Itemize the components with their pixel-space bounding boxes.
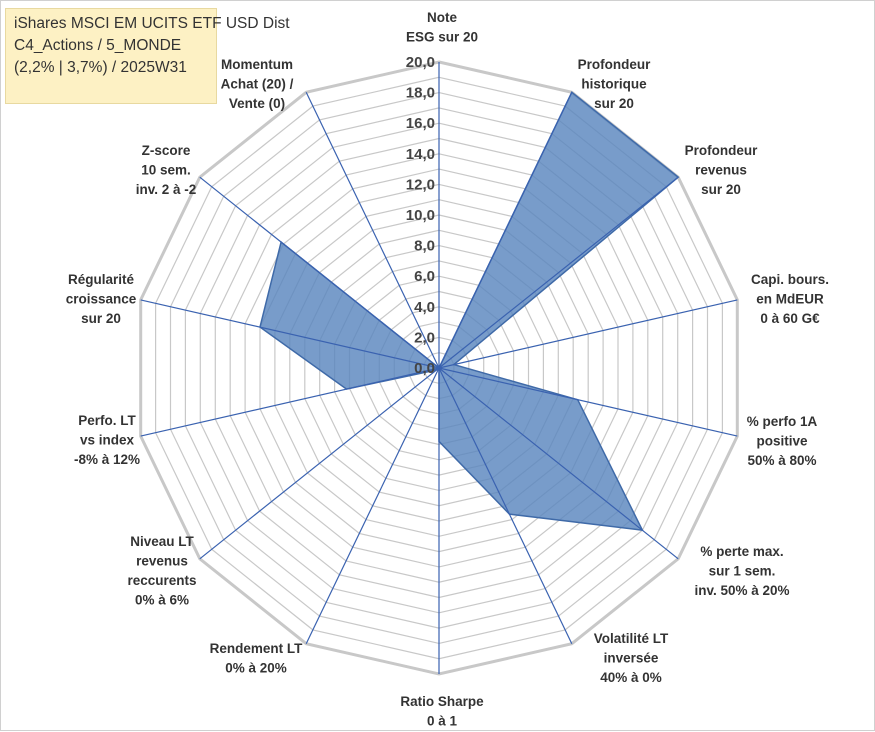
axis-label: Perfo. LT: [78, 413, 136, 428]
title-line-3: (2,2% | 3,7%) / 2025W31: [14, 59, 187, 76]
axis-label: 40% à 0%: [600, 670, 662, 685]
axis-label: reccurents: [127, 573, 196, 588]
axis-label: Profondeur: [578, 57, 651, 72]
axis-label: 50% à 80%: [747, 453, 816, 468]
axis-spoke: [140, 367, 440, 437]
axis-label: sur 20: [594, 96, 634, 111]
tick-label: 10,0: [406, 207, 435, 224]
tick-label: 12,0: [406, 176, 435, 193]
axis-label: Momentum: [221, 57, 293, 72]
axis-label: Z-score: [142, 143, 191, 158]
axis-spoke: [199, 176, 440, 369]
axis-label: % perte max.: [700, 544, 783, 559]
axis-spoke: [305, 92, 440, 369]
axis-label: inversée: [604, 651, 659, 666]
axis-label: 0% à 6%: [135, 593, 189, 608]
axis-label: Niveau LT: [130, 534, 194, 549]
axis-label: Volatilité LT: [594, 631, 669, 646]
tick-label: 14,0: [406, 146, 435, 163]
tick-label: 4,0: [414, 299, 435, 316]
axis-label: 0% à 20%: [225, 661, 287, 676]
title-box: iShares MSCI EM UCITS ETF USD Dist C4_Ac…: [5, 8, 290, 104]
axis-label: sur 1 sem.: [709, 564, 776, 579]
tick-label: 8,0: [414, 238, 435, 255]
axis-label: revenus: [695, 163, 747, 178]
axis-label: 0 à 1: [427, 714, 458, 729]
axis-label: sur 20: [81, 311, 121, 326]
axis-label: ESG sur 20: [406, 30, 478, 45]
axis-spoke: [438, 367, 573, 644]
axis-label: sur 20: [701, 182, 741, 197]
title-line-1: iShares MSCI EM UCITS ETF USD Dist: [14, 15, 290, 32]
axis-label: revenus: [136, 554, 188, 569]
axis-label: -8% à 12%: [74, 452, 140, 467]
axis-spoke: [438, 299, 738, 369]
axis-label: inv. 2 à -2: [136, 182, 197, 197]
axis-label: % perfo 1A: [747, 414, 818, 429]
axis-label: Régularité: [68, 272, 135, 287]
tick-label: 0,0: [414, 360, 435, 377]
axis-spoke: [305, 367, 440, 644]
axis-label: Rendement LT: [210, 641, 304, 656]
axis-spoke: [438, 92, 573, 369]
axis-label: Profondeur: [685, 143, 758, 158]
axis-spoke: [438, 367, 679, 560]
axis-label: en MdEUR: [756, 292, 824, 307]
axis-label: positive: [756, 434, 808, 449]
axis-label: inv. 50% à 20%: [694, 583, 789, 598]
axis-label: Vente (0): [229, 96, 285, 111]
tick-label: 2,0: [414, 329, 435, 346]
axis-label: Note: [427, 10, 457, 25]
title-line-2: C4_Actions / 5_MONDE: [14, 37, 182, 54]
tick-label: 18,0: [406, 85, 435, 102]
axis-label: croissance: [66, 292, 137, 307]
axis-label: Achat (20) /: [221, 77, 294, 92]
axis-spoke: [438, 367, 738, 437]
axis-spoke: [438, 176, 679, 369]
tick-label: 6,0: [414, 268, 435, 285]
axis-spoke: [199, 367, 440, 560]
axis-label: 10 sem.: [141, 163, 191, 178]
tick-label: 16,0: [406, 115, 435, 132]
axis-label: historique: [581, 77, 647, 92]
axis-label: Ratio Sharpe: [400, 694, 484, 709]
data-series-area: [259, 91, 680, 532]
axis-label: vs index: [80, 433, 135, 448]
axis-label: Capi. bours.: [751, 272, 829, 287]
axis-label: 0 à 60 G€: [760, 311, 820, 326]
tick-label: 20,0: [406, 54, 435, 71]
axis-spoke: [140, 299, 440, 369]
